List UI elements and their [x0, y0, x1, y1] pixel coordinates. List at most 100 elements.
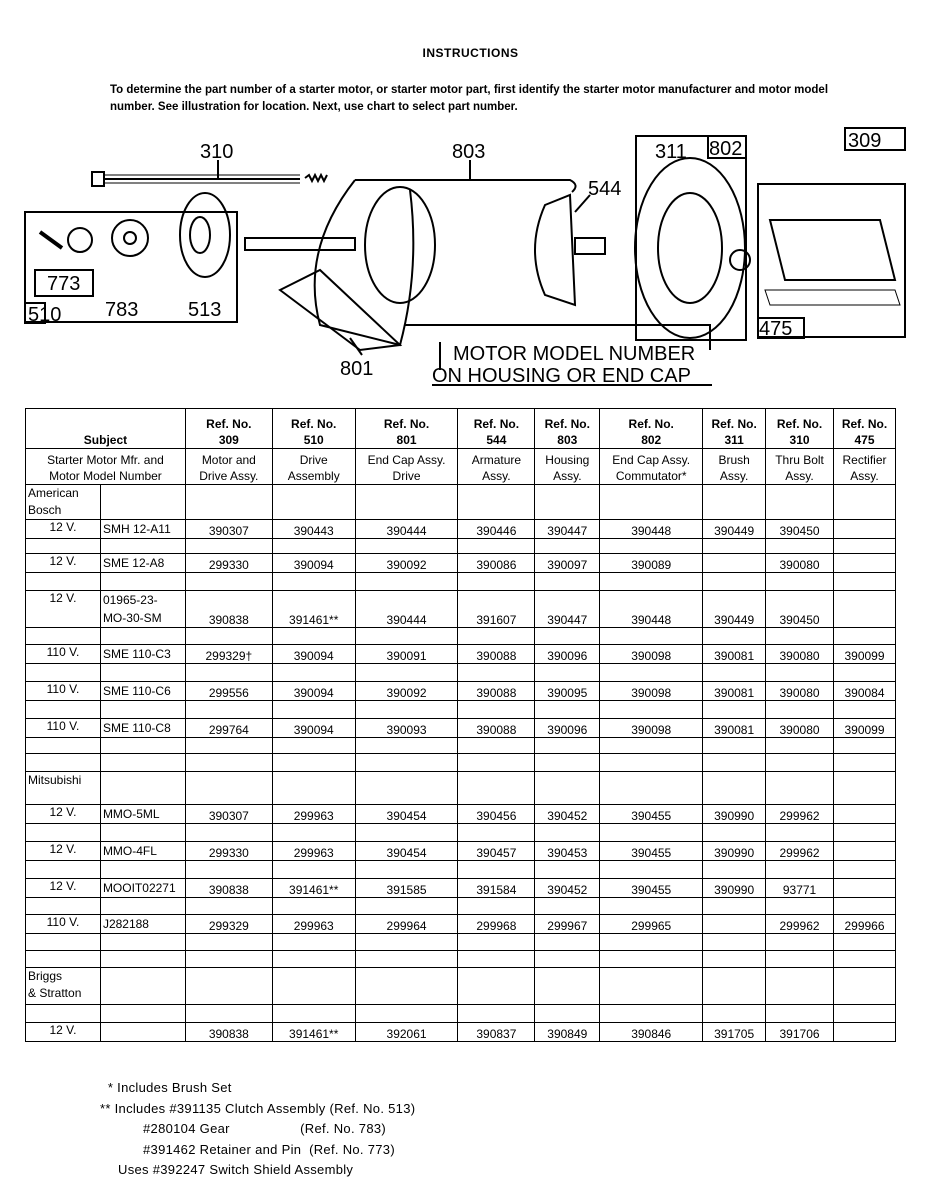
description-line: Commutator* — [615, 469, 687, 483]
empty-cell — [25, 933, 101, 951]
empty-cell — [765, 967, 834, 1005]
part-number-cell: 390455 — [599, 804, 704, 824]
empty-cell — [702, 897, 767, 915]
ref-label: Ref. No. — [383, 417, 430, 431]
empty-cell — [765, 897, 834, 915]
ref-header: Ref. No. 544 — [457, 408, 536, 449]
subject-subheader: Starter Motor Mfr. and Motor Model Number — [25, 448, 186, 485]
empty-cell — [271, 572, 356, 591]
part-description: Thru Bolt Assy. — [765, 448, 834, 485]
part-number-cell: 390088 — [457, 718, 536, 738]
spacer-row — [25, 572, 897, 591]
armature-drawing — [534, 193, 606, 307]
empty-cell — [599, 753, 704, 772]
subject-line: Motor Model Number — [49, 469, 162, 483]
part-number-cell: 390455 — [599, 878, 704, 898]
empty-cell — [99, 572, 186, 591]
empty-cell — [184, 572, 273, 591]
part-number-cell: 390454 — [354, 804, 459, 824]
callout-motor-model-number: MOTOR MODEL NUMBER — [453, 343, 695, 365]
empty-cell — [599, 967, 704, 1005]
empty-cell — [25, 950, 101, 968]
motor-model: SME 110-C3 — [99, 644, 186, 664]
part-number-cell: 391461** — [271, 1022, 356, 1042]
table-row: 12 V. SMH 12-A11 390307 390443 390444 390446 3… — [25, 519, 897, 539]
part-number-cell: 390096 — [534, 644, 601, 664]
description-line: Assy. — [482, 469, 511, 483]
empty-cell — [599, 771, 704, 805]
ref-label: Ref. No. — [841, 417, 888, 431]
empty-cell — [354, 737, 459, 754]
spacer-row — [25, 753, 897, 772]
spacer-row — [25, 538, 897, 554]
part-number-cell: 390453 — [534, 841, 601, 861]
ref-label-773: 773 — [47, 273, 80, 295]
empty-cell — [99, 538, 186, 554]
empty-cell — [271, 663, 356, 682]
table-row: 110 V. SME 110-C3 299329† 390094 390091 39008… — [25, 644, 897, 664]
empty-cell — [702, 823, 767, 842]
part-number-cell: 390080 — [765, 644, 834, 664]
empty-cell — [25, 1004, 101, 1023]
ref-number: 803 — [557, 433, 578, 447]
empty-cell — [534, 663, 601, 682]
empty-cell — [99, 823, 186, 842]
part-number-cell — [832, 841, 897, 861]
part-number-cell — [832, 519, 897, 539]
motor-model: SME 110-C8 — [99, 718, 186, 738]
empty-cell — [599, 627, 704, 645]
empty-cell — [599, 737, 704, 754]
part-number-cell: 392061 — [354, 1022, 459, 1042]
empty-cell — [702, 484, 767, 520]
ref-label: Ref. No. — [291, 417, 337, 431]
part-number-cell: 299965 — [599, 914, 704, 934]
empty-cell — [184, 700, 273, 719]
part-number-cell: 299330 — [184, 553, 273, 573]
part-number-cell: 390086 — [457, 553, 536, 573]
empty-cell — [271, 897, 356, 915]
housing-drawing — [244, 179, 577, 352]
empty-cell — [354, 823, 459, 842]
part-number-cell: 390099 — [832, 644, 897, 664]
empty-cell — [765, 572, 834, 591]
empty-cell — [354, 933, 459, 951]
empty-cell — [184, 823, 273, 842]
empty-cell — [599, 538, 704, 554]
page-title: INSTRUCTIONS — [422, 46, 519, 60]
part-description: Brush Assy. — [702, 448, 767, 485]
manufacturer-name: Mitsubishi — [25, 771, 101, 805]
part-number-cell: 390092 — [354, 681, 459, 701]
ref-label-801: 801 — [340, 358, 373, 380]
empty-cell — [534, 950, 601, 968]
voltage: 12 V. — [25, 1022, 101, 1042]
motor-model — [99, 1022, 186, 1042]
ref-number: 802 — [641, 433, 662, 447]
part-number-cell: 390452 — [534, 804, 601, 824]
empty-cell — [99, 897, 186, 915]
footnotes: * Includes Brush Set ** Includes #391135 … — [100, 1078, 415, 1181]
part-number-cell: 299329† — [184, 644, 273, 664]
part-number-cell: 390088 — [457, 644, 536, 664]
empty-cell — [702, 700, 767, 719]
empty-cell — [184, 538, 273, 554]
empty-cell — [25, 700, 101, 719]
empty-cell — [765, 933, 834, 951]
part-number-cell: 390837 — [457, 1022, 536, 1042]
empty-cell — [99, 771, 186, 805]
part-number-cell: 390449 — [702, 590, 767, 628]
instructions-text: To determine the part number of a starte… — [110, 84, 829, 113]
part-number-cell: 299968 — [457, 914, 536, 934]
description-line: Assy. — [719, 469, 749, 483]
part-number-cell: 390097 — [534, 553, 601, 573]
part-number-cell: 390095 — [534, 681, 601, 701]
empty-cell — [832, 950, 897, 968]
empty-cell — [832, 897, 897, 915]
description-line: Armature — [471, 453, 522, 467]
empty-cell — [702, 1004, 767, 1023]
empty-cell — [534, 484, 601, 520]
empty-cell — [184, 737, 273, 754]
empty-cell — [832, 663, 897, 682]
part-number-cell: 390849 — [534, 1022, 601, 1042]
part-number-cell: 390450 — [765, 519, 834, 539]
spacer-row — [25, 663, 897, 682]
